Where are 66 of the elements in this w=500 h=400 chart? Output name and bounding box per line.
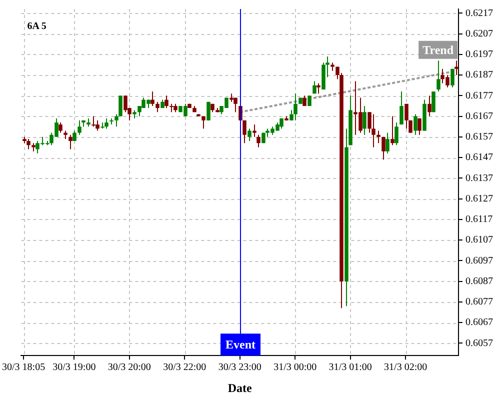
y-tick-label: 0.6107 (466, 234, 493, 246)
candlestick (26, 138, 30, 150)
candlestick (96, 120, 100, 132)
y-tick-label: 0.6077 (466, 296, 493, 308)
x-tick-label: 31/3 02:00 (384, 362, 428, 374)
candlestick (302, 95, 306, 106)
series-label: Trend (422, 42, 454, 57)
candlestick (428, 95, 432, 117)
x-tick-label: 30/3 22:00 (163, 362, 206, 374)
x-tick-label: 30/3 20:00 (108, 362, 151, 374)
candlestick (376, 130, 380, 144)
candlestick (394, 122, 398, 146)
candlestick (150, 91, 154, 106)
x-tick-label: 30/3 18:05 (2, 362, 46, 374)
x-tick-label: 30/3 23:00 (218, 362, 262, 374)
candlestick (436, 60, 440, 92)
y-tick-label: 0.6117 (466, 214, 493, 226)
x-tick-label: 31/3 01:00 (328, 362, 372, 374)
candlestick (68, 134, 72, 150)
candlestick (294, 93, 298, 121)
candlestick (316, 82, 320, 94)
candlestick (248, 128, 252, 142)
candlestick (386, 132, 390, 154)
candlestick (242, 120, 246, 144)
candlestick (252, 124, 256, 138)
candlestick (104, 118, 108, 130)
x-tick-label: 31/3 00:00 (274, 362, 317, 374)
y-tick-label: 0.6067 (466, 317, 493, 328)
y-tick-label: 0.6137 (466, 172, 493, 184)
y-tick-label: 0.6207 (466, 28, 493, 40)
candlestick (312, 80, 316, 94)
y-tick-label: 0.6087 (466, 276, 493, 287)
candlestick (404, 103, 408, 130)
candlestick (408, 120, 412, 134)
candlestick (414, 114, 418, 136)
candlestick (256, 134, 260, 148)
candlestick (202, 116, 206, 130)
y-tick-label: 0.6177 (466, 90, 493, 102)
y-tick-label: 0.6217 (466, 8, 493, 19)
candlestick (382, 136, 386, 160)
candlestick (372, 114, 376, 148)
text: 6A 5 (27, 21, 46, 32)
candlestick (390, 116, 394, 146)
y-tick-label: 0.6187 (466, 70, 493, 81)
y-tick-label: 0.6157 (466, 132, 493, 143)
candlestick (450, 68, 454, 88)
candlestick (234, 97, 238, 113)
ref-line-label: Event (226, 338, 256, 352)
candlestick (164, 95, 168, 109)
candlestick (454, 60, 458, 76)
y-tick-label: 0.6167 (466, 110, 493, 122)
candlestick (418, 118, 422, 136)
candlestick (78, 120, 82, 136)
candlestick (58, 122, 62, 134)
y-tick-label: 0.6097 (466, 255, 493, 266)
candlestick (362, 105, 366, 136)
x-axis-title: Date (228, 380, 253, 395)
candlestick (124, 95, 128, 113)
y-tick-label: 0.6127 (466, 193, 493, 204)
candlestick (156, 101, 160, 113)
candlestick (400, 91, 404, 126)
x-tick-label: 30/3 19:00 (52, 362, 96, 374)
candlestick (92, 116, 96, 128)
y-tick-label: 0.6147 (466, 152, 493, 164)
y-tick-label: 0.6197 (466, 49, 493, 60)
y-tick-label: 0.6057 (466, 338, 493, 349)
